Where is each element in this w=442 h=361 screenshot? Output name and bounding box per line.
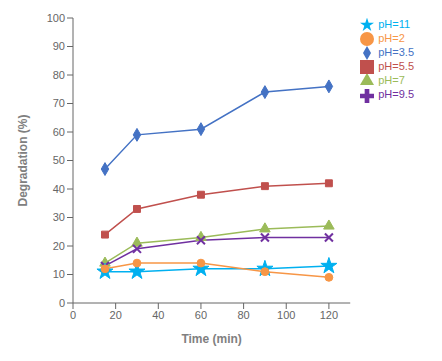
svg-text:0: 0 [59, 297, 65, 309]
svg-text:70: 70 [53, 97, 65, 109]
html-text:pH=5.5: pH=5.5 [378, 60, 414, 73]
svg-text:100: 100 [277, 309, 295, 321]
html-text:pH=3.5: pH=3.5 [378, 46, 414, 59]
svg-text:10: 10 [53, 268, 65, 280]
svg-text:30: 30 [53, 211, 65, 223]
svg-text:20: 20 [110, 309, 122, 321]
svg-text:80: 80 [237, 309, 249, 321]
svg-text:80: 80 [53, 69, 65, 81]
svg-text:Degradation (%): Degradation (%) [16, 114, 30, 206]
svg-text:Time (min): Time (min) [181, 332, 241, 346]
html-text:pH=11: pH=11 [378, 18, 411, 30]
svg-text:50: 50 [53, 154, 65, 166]
svg-text:0: 0 [70, 309, 76, 321]
svg-text:60: 60 [195, 309, 207, 321]
svg-text:120: 120 [320, 309, 338, 321]
svg-text:20: 20 [53, 240, 65, 252]
svg-text:100: 100 [47, 12, 65, 24]
svg-text:90: 90 [53, 40, 65, 52]
svg-text:40: 40 [53, 183, 65, 195]
svg-text:60: 60 [53, 126, 65, 138]
svg-text:40: 40 [152, 309, 164, 321]
html-text:pH=9.5: pH=9.5 [378, 88, 414, 101]
html-text:pH=7: pH=7 [378, 74, 405, 87]
html-text:pH=2: pH=2 [378, 32, 405, 45]
